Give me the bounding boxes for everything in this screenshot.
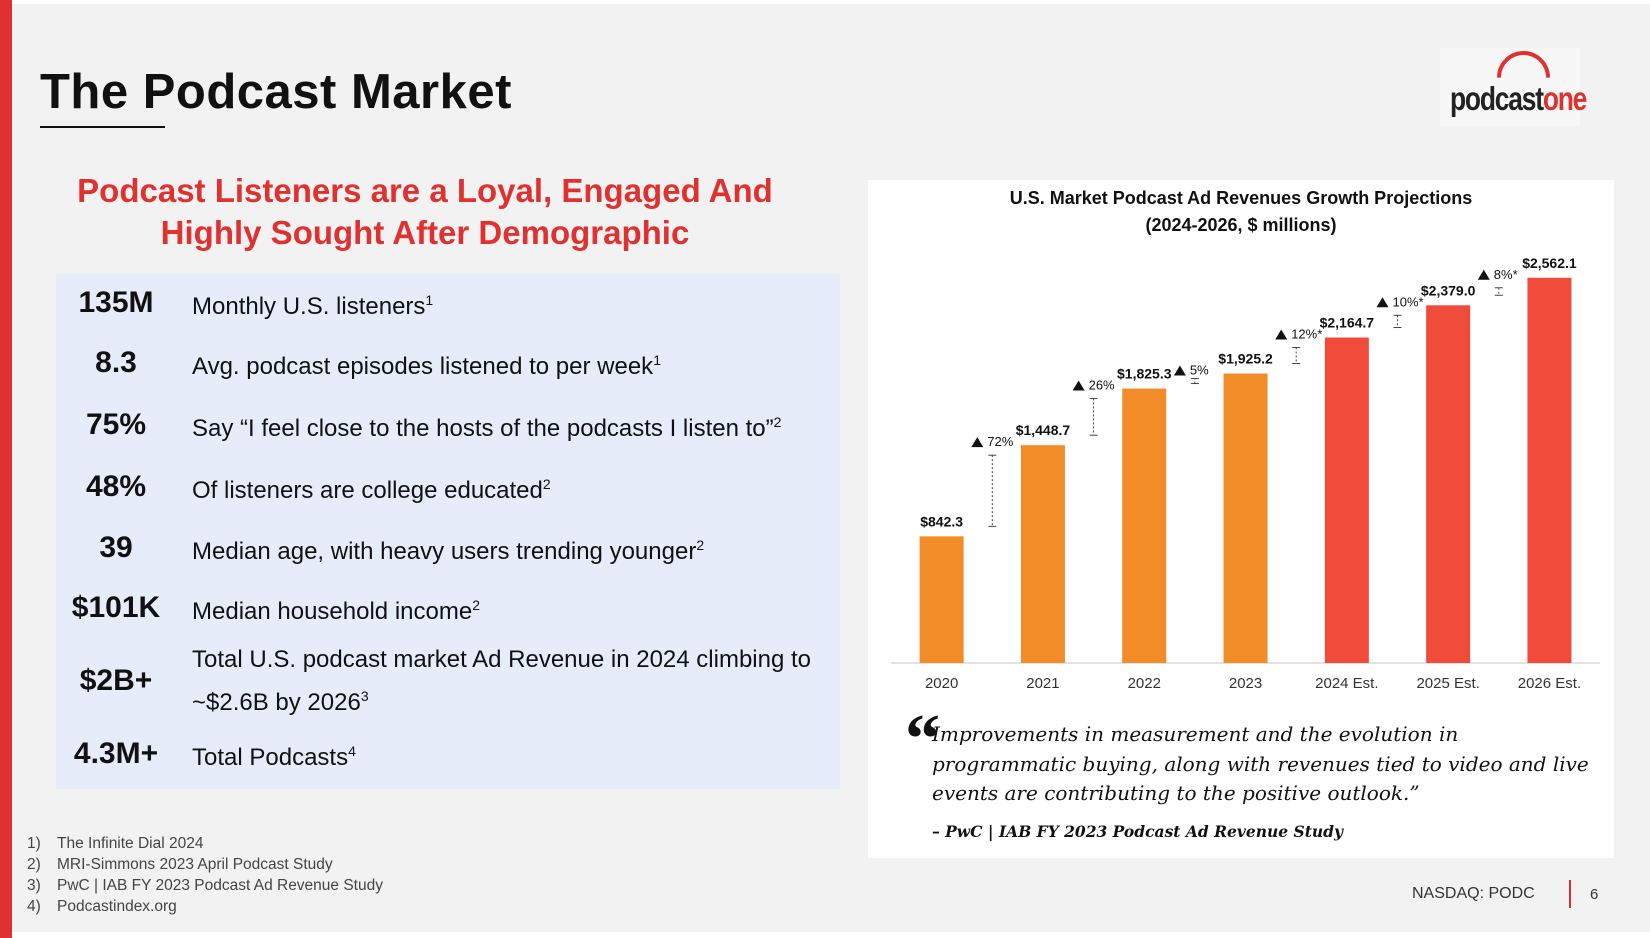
stat-row: 135M Monthly U.S. listeners1 <box>56 274 840 332</box>
x-tick-label: 2024 Est. <box>1315 675 1378 692</box>
stat-value: $2B+ <box>79 664 153 697</box>
x-tick-label: 2026 Est. <box>1518 675 1581 692</box>
logo-wordmark: podcastone <box>1450 80 1588 118</box>
stat-description: Median age, with heavy users trending yo… <box>192 536 705 565</box>
up-triangle-icon <box>1376 297 1389 308</box>
footnote-ref: 2 <box>696 536 705 553</box>
up-triangle-icon <box>1072 380 1085 391</box>
top-band <box>0 0 1650 4</box>
x-tick-label: 2022 <box>1128 675 1161 692</box>
growth-label: 5% <box>1190 363 1209 378</box>
stat-value: 4.3M+ <box>73 737 159 770</box>
quote-text: Improvements in measurement and the evol… <box>932 722 1589 805</box>
bar <box>1020 445 1065 663</box>
bar-value-label: $1,448.7 <box>1016 422 1071 438</box>
up-triangle-icon <box>1173 365 1186 376</box>
bar-value-label: $2,379.0 <box>1421 282 1476 298</box>
bar-value-label: $1,925.2 <box>1218 351 1273 367</box>
bar <box>1527 277 1572 663</box>
bar <box>1223 373 1268 663</box>
up-triangle-icon <box>971 437 984 448</box>
footnote: 4) Podcastindex.org <box>27 898 177 915</box>
stat-description: Say “I feel close to the hosts of the po… <box>192 413 782 442</box>
stat-row: 39 Median age, with heavy users trending… <box>56 518 840 578</box>
page-number: 6 <box>1590 886 1599 903</box>
growth-label: 8%* <box>1494 267 1518 282</box>
chart-subtitle: (2024-2026, $ millions) <box>1145 215 1336 235</box>
bar-value-label: $842.3 <box>920 513 963 529</box>
footnote: 1) The Infinite Dial 2024 <box>27 835 204 852</box>
bars-layer: $842.3 2020 $1,448.7 2021 $1,825.3 2022 $1,925… <box>891 255 1601 692</box>
x-tick-label: 2023 <box>1229 675 1262 692</box>
footnote-ref: 2 <box>472 596 480 613</box>
stat-value: 8.3 <box>95 346 137 379</box>
stat-row: 8.3 Avg. podcast episodes listened to pe… <box>56 332 840 394</box>
x-tick-label: 2021 <box>1026 675 1059 692</box>
page-title: The Podcast Market <box>40 65 512 119</box>
stat-value: 39 <box>99 531 133 564</box>
stat-description: Total U.S. podcast market Ad Revenue in … <box>192 645 812 716</box>
stats-panel: 135M Monthly U.S. listeners1 8.3 Avg. po… <box>56 274 840 789</box>
footnote-ref: 4 <box>348 742 356 759</box>
stat-row: $101K Median household income2 <box>56 578 840 638</box>
bar-value-label: $2,562.1 <box>1522 255 1577 271</box>
growth-label: 26% <box>1089 378 1115 393</box>
bar <box>919 536 964 663</box>
stat-value: 48% <box>85 470 147 503</box>
ticker-label: NASDAQ: PODC <box>1412 885 1535 902</box>
up-triangle-icon <box>1477 269 1490 280</box>
growth-label: 72% <box>987 434 1013 449</box>
stat-description: Of listeners are college educated2 <box>192 475 551 504</box>
footnote-ref: 2 <box>773 413 782 430</box>
x-tick-label: 2025 Est. <box>1416 675 1479 692</box>
footnote: 3) PwC | IAB FY 2023 Podcast Ad Revenue S… <box>27 877 383 894</box>
bar-value-label: $2,164.7 <box>1320 315 1375 331</box>
chart-panel: U.S. Market Podcast Ad Revenues Growth P… <box>868 180 1614 858</box>
bar-value-label: $1,825.3 <box>1117 366 1172 382</box>
stat-row: $2B+ Total U.S. podcast market Ad Revenu… <box>56 638 840 724</box>
stat-value: 75% <box>85 408 147 441</box>
footnote-ref: 1 <box>425 291 434 308</box>
stat-row: 48% Of listeners are college educated2 <box>56 456 840 518</box>
stat-description: Median household income2 <box>192 596 480 625</box>
growth-label: 12%* <box>1291 327 1322 342</box>
stat-description: Avg. podcast episodes listened to per we… <box>192 351 661 380</box>
logo-part-one: one <box>1542 80 1588 117</box>
bar <box>1122 388 1167 663</box>
title-underline <box>40 126 165 128</box>
stat-description: Total Podcasts4 <box>192 742 356 771</box>
stat-row: 75% Say “I feel close to the hosts of th… <box>56 394 840 456</box>
podcastone-logo <box>1440 48 1580 126</box>
quote-source: – PwC | IAB FY 2023 Podcast Ad Revenue S… <box>932 822 1343 841</box>
footnote-ref: 3 <box>360 687 369 704</box>
footer-divider <box>1569 880 1571 908</box>
x-tick-label: 2020 <box>925 675 958 692</box>
revenue-bar-chart: U.S. Market Podcast Ad Revenues Growth P… <box>891 188 1601 692</box>
stat-row: 4.3M+ Total Podcasts4 <box>56 724 840 784</box>
subtitle-line-2: Highly Sought After Demographic <box>160 214 690 251</box>
footnote-ref: 1 <box>653 351 661 368</box>
quote-mark-icon: “ <box>905 701 940 778</box>
bar <box>1324 337 1369 663</box>
footnote-ref: 2 <box>542 475 551 492</box>
up-triangle-icon <box>1275 329 1288 340</box>
accent-bar <box>0 0 12 938</box>
stat-value: $101K <box>71 591 161 624</box>
stat-description: Monthly U.S. listeners1 <box>192 291 434 320</box>
chart-title: U.S. Market Podcast Ad Revenues Growth P… <box>1010 188 1472 208</box>
footnotes: 1) The Infinite Dial 2024 2) MRI-Simmons 2… <box>27 833 383 917</box>
bar <box>1426 305 1471 663</box>
footnote: 2) MRI-Simmons 2023 April Podcast Study <box>27 856 333 873</box>
section-subtitle: Podcast Listeners are a Loyal, Engaged A… <box>30 170 820 254</box>
subtitle-line-1: Podcast Listeners are a Loyal, Engaged A… <box>77 172 773 209</box>
logo-part-podcast: podcast <box>1450 80 1544 117</box>
stat-value: 135M <box>78 286 154 319</box>
growth-label: 10%* <box>1393 294 1424 309</box>
bottom-band <box>0 932 1650 938</box>
